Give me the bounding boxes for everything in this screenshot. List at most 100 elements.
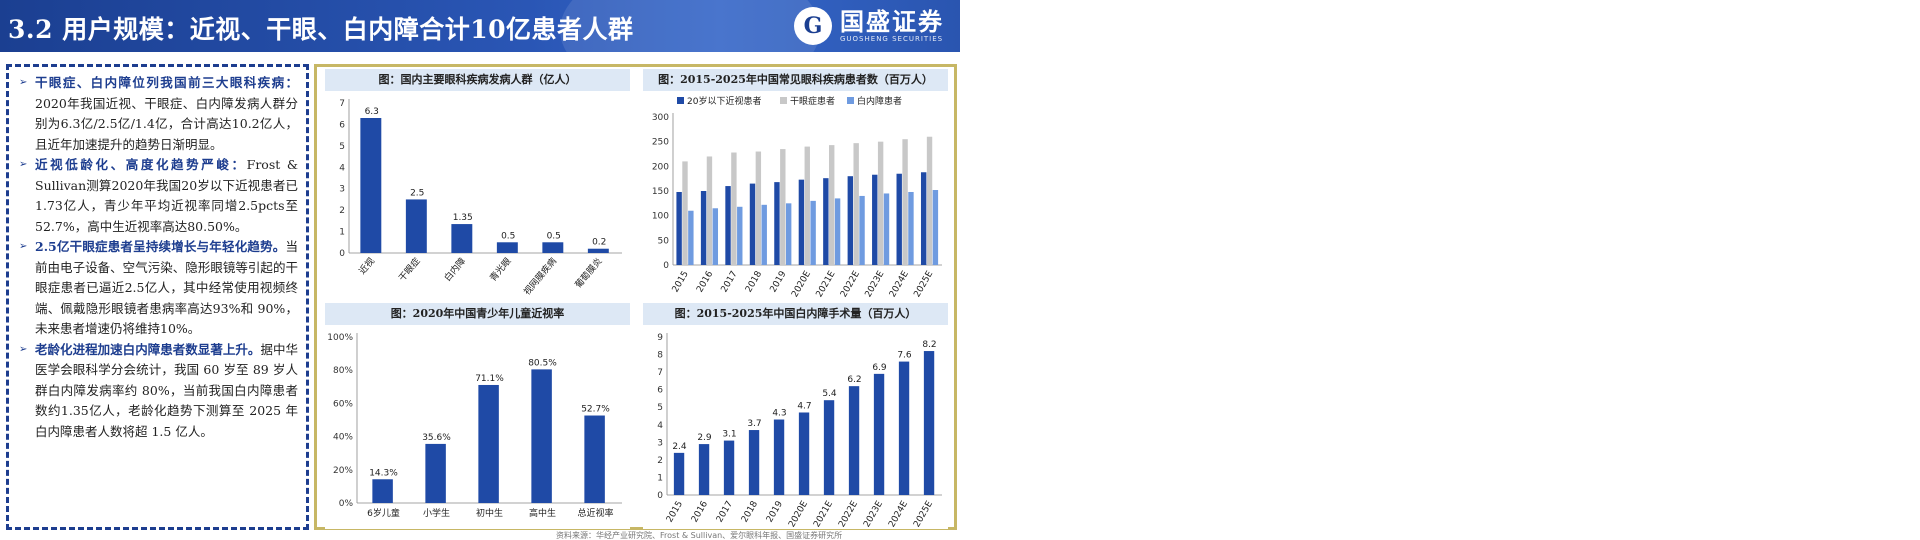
x-tick-label: 2016 xyxy=(690,499,710,524)
data-label: 6.2 xyxy=(847,375,861,385)
bar xyxy=(926,136,933,265)
y-tick-label: 6 xyxy=(657,386,663,396)
bar xyxy=(877,141,884,265)
bar xyxy=(496,242,518,253)
x-tick-label: 6岁儿童 xyxy=(367,507,400,519)
data-label: 4.7 xyxy=(797,401,811,411)
bar xyxy=(848,386,860,495)
bar xyxy=(823,400,835,495)
paragraph: ➢ 干眼症、白内障位列我国前三大眼科疾病： 2020年我国近视、干眼症、白内障发病… xyxy=(19,73,298,155)
legend-swatch xyxy=(677,97,684,104)
data-label: 2.4 xyxy=(672,442,687,452)
bar xyxy=(829,145,835,265)
y-tick-label: 3 xyxy=(657,438,663,448)
x-tick-label: 2015 xyxy=(665,500,685,525)
arrow-bullet-icon: ➢ xyxy=(19,241,28,252)
arrow-bullet-icon: ➢ xyxy=(19,159,28,170)
x-tick-label: 2018 xyxy=(744,269,764,294)
y-tick-label: 80% xyxy=(333,366,353,376)
y-tick-label: 2 xyxy=(339,206,345,216)
y-tick-label: 100 xyxy=(652,212,669,222)
bar xyxy=(688,210,694,265)
paragraph-body: 当前由电子设备、空气污染、隐形眼镜等引起的干眼症患者已逼近2.5亿人，其中经常使… xyxy=(35,239,298,336)
paragraph: ➢ 近视低龄化、高度化趋势严峻：Frost & Sullivan测算2020年我… xyxy=(19,155,298,237)
data-label: 4.3 xyxy=(772,409,786,419)
bar xyxy=(478,384,499,503)
x-tick-label: 干眼症 xyxy=(396,255,423,283)
bar xyxy=(712,208,719,265)
y-tick-label: 0 xyxy=(663,261,669,271)
x-tick-label: 2023E xyxy=(864,269,887,299)
bar xyxy=(542,242,564,253)
x-tick-label: 2024E xyxy=(887,499,910,529)
x-tick-label: 2015 xyxy=(671,270,691,295)
paragraph-body: 据中华医学会眼科学分会统计，我国 60 岁至 89 岁人群白内障发病率约 80%… xyxy=(35,341,298,439)
bar xyxy=(372,479,393,503)
chart-panel-patient-count: 图：2015-2025年中国常见眼科疾病患者数（百万人） 0 50 100 150 20… xyxy=(643,69,948,299)
figure-frame: 图：国内主要眼科疾病发病人群（亿人） 0 1 2 3 4 5 6 7 6.3 近视 2.5 干眼症 1.… xyxy=(314,64,957,530)
bar xyxy=(731,152,737,265)
y-tick-label: 200 xyxy=(652,162,669,172)
bar xyxy=(810,200,816,265)
data-label: 80.5% xyxy=(528,358,557,368)
x-tick-label: 2020E xyxy=(787,499,810,529)
x-tick-label: 2020E xyxy=(790,269,813,299)
paragraph-lead: 2.5亿干眼症患者呈持续增长与年轻化趋势。 xyxy=(35,239,286,254)
bar xyxy=(698,444,710,495)
bar xyxy=(847,176,854,265)
data-label: 0.5 xyxy=(547,231,561,241)
bar xyxy=(584,415,605,503)
x-tick-label: 2019 xyxy=(769,269,789,294)
bar xyxy=(932,190,939,265)
chart-title: 图：2015-2025年中国白内障手术量（百万人） xyxy=(643,303,948,325)
bar xyxy=(898,361,910,495)
bar xyxy=(798,412,810,495)
y-tick-label: 20% xyxy=(333,466,353,476)
bar xyxy=(780,149,786,265)
y-tick-label: 100% xyxy=(327,333,353,343)
paragraph-lead: 老龄化进程加速白内障患者数显著上升。 xyxy=(35,341,261,357)
paragraph: ➢ 2.5亿干眼症患者呈持续增长与年轻化趋势。当前由电子设备、空气污染、隐形眼镜… xyxy=(19,237,298,340)
data-label: 52.7% xyxy=(581,405,610,415)
y-tick-label: 60% xyxy=(333,399,353,409)
bar xyxy=(883,193,890,265)
bar xyxy=(725,186,731,265)
chart-svg-disease-population: 0 1 2 3 4 5 6 7 6.3 近视 2.5 干眼症 1.35 白内障 0.5 青光眼 0.5 视网膜疾病… xyxy=(339,99,622,297)
chart-panel-disease-population: 图：国内主要眼科疾病发病人群（亿人） 0 1 2 3 4 5 6 7 6.3 近视 2.5 干眼症 1.… xyxy=(325,69,630,299)
data-label: 71.1% xyxy=(475,374,504,384)
x-tick-label: 2025E xyxy=(912,269,935,299)
x-tick-label: 2023E xyxy=(862,499,885,529)
data-label: 1.35 xyxy=(453,213,473,223)
data-label: 8.2 xyxy=(922,340,936,350)
x-tick-label: 2021E xyxy=(815,269,838,299)
bar xyxy=(676,191,682,265)
chart-panel-cataract-surgery: 图：2015-2025年中国白内障手术量（百万人） 0 1 2 3 4 5 6 7 8 9 2.4 2… xyxy=(643,303,948,529)
data-label: 6.9 xyxy=(872,363,887,373)
x-tick-label: 总近视率 xyxy=(577,507,613,519)
bar xyxy=(531,369,552,503)
x-tick-label: 2022E xyxy=(839,269,862,299)
bar xyxy=(587,248,609,253)
x-tick-label: 2021E xyxy=(812,499,835,529)
bar xyxy=(853,143,859,265)
company-logo: G 国盛证券 GUOSHENG SECURITIES xyxy=(794,7,944,45)
bar xyxy=(748,430,760,495)
chart-title: 图：2015-2025年中国常见眼科疾病患者数（百万人） xyxy=(643,69,948,91)
bar xyxy=(723,440,735,495)
y-tick-label: 1 xyxy=(657,473,663,483)
chart-panel-myopia-rate: 图：2020年中国青少年儿童近视率 0% 20% 40% 60% 80% 100% 14.3… xyxy=(325,303,630,529)
y-tick-label: 3 xyxy=(339,185,345,195)
x-tick-label: 2024E xyxy=(888,269,911,299)
legend-label: 干眼症患者 xyxy=(790,95,835,107)
paragraph-body: 2020年我国近视、干眼症、白内障发病人群分别为6.3亿/2.5亿/1.4亿，合… xyxy=(35,95,298,152)
bar xyxy=(834,198,841,265)
bar xyxy=(859,195,865,265)
data-label: 0.2 xyxy=(592,238,606,248)
x-tick-label: 白内障 xyxy=(441,255,468,283)
bar xyxy=(706,156,713,265)
y-tick-label: 0 xyxy=(657,491,663,501)
data-label: 3.7 xyxy=(747,419,761,429)
bar xyxy=(673,452,685,495)
y-tick-label: 0% xyxy=(339,499,354,509)
